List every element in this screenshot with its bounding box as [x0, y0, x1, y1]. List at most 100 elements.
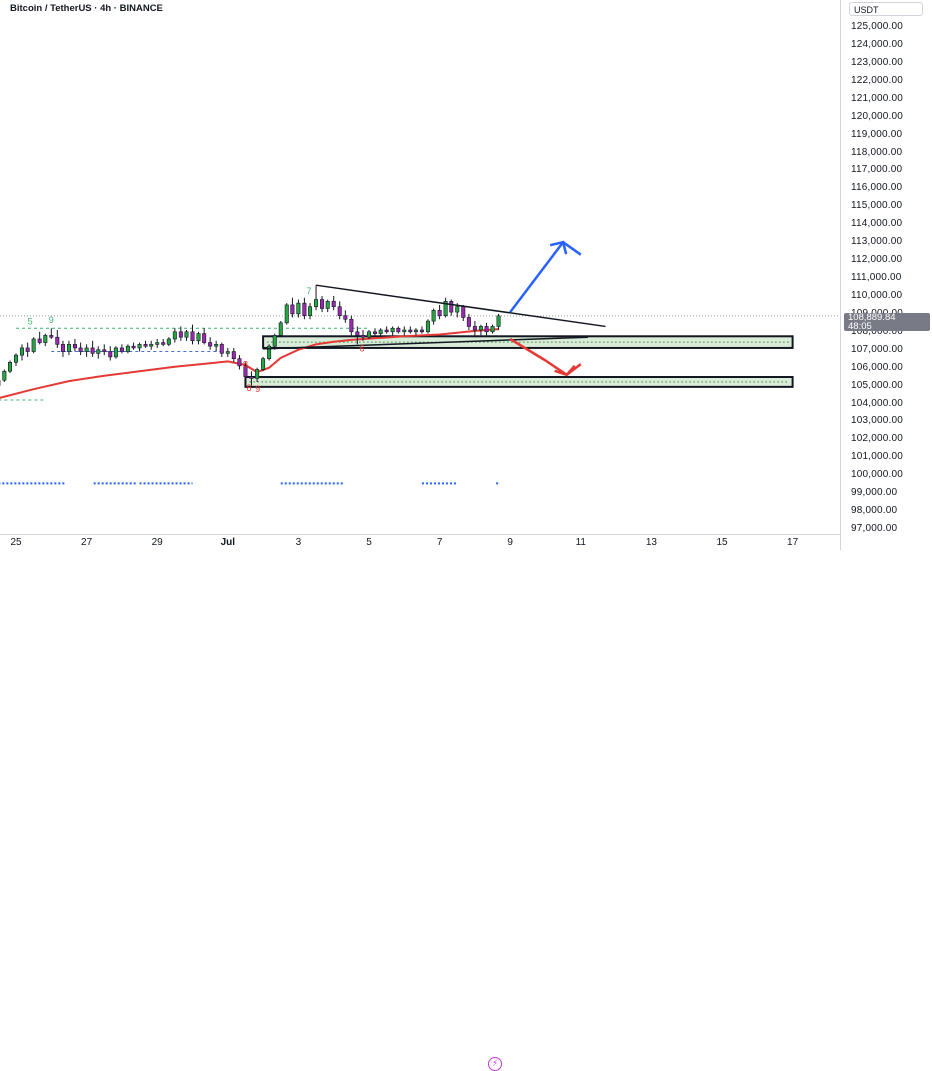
time-tick-label: 25	[10, 537, 21, 548]
candle-body-21	[120, 348, 123, 352]
candle-body-75	[438, 310, 441, 315]
candle-body-47	[273, 335, 276, 346]
candle-body-50	[291, 305, 294, 314]
bullish-arrow	[510, 242, 581, 312]
candle-body-39	[226, 352, 229, 354]
candle-body-51	[297, 303, 300, 314]
price-tick-label: 107,000.00	[851, 344, 903, 355]
candle-body-56	[326, 301, 329, 308]
candle-body-32	[185, 332, 188, 337]
candle-body-44	[255, 369, 258, 378]
candle-body-4	[20, 348, 23, 355]
tradingview-logo-icon[interactable]: ⚡	[488, 1057, 502, 1071]
price-tick-label: 110,000.00	[851, 290, 902, 301]
candle-body-10	[56, 337, 59, 344]
candle-body-19	[109, 352, 112, 357]
candle-body-70	[409, 330, 412, 332]
candle-body-84	[491, 326, 494, 331]
candle-body-69	[403, 330, 406, 332]
candle-body-3	[14, 355, 17, 362]
time-tick-label: 27	[81, 537, 92, 548]
candle-body-35	[202, 334, 205, 343]
price-tick-label: 120,000.00	[851, 111, 903, 122]
candle-body-65	[379, 330, 382, 334]
candle-body-27	[156, 343, 159, 345]
candle-body-54	[314, 300, 317, 307]
time-tick-label: 11	[576, 537, 586, 548]
candle-body-72	[420, 330, 423, 332]
price-tick-label: 119,000.00	[851, 129, 902, 140]
price-tick-label: 104,000.00	[851, 398, 903, 409]
candle-body-78	[456, 307, 459, 312]
marker-6: 6	[359, 344, 364, 354]
candle-body-37	[214, 344, 217, 346]
candle-body-15	[85, 348, 88, 352]
candle-body-12	[67, 344, 70, 351]
time-tick-label: 29	[152, 537, 163, 548]
price-tick-label: 124,000.00	[851, 39, 903, 50]
time-tick-label: 17	[787, 537, 798, 548]
candle-body-74	[432, 310, 435, 321]
candle-body-20	[114, 348, 117, 357]
candle-body-53	[308, 307, 311, 316]
price-tick-label: 123,000.00	[851, 57, 903, 68]
candle-body-17	[97, 350, 100, 354]
candle-body-79	[462, 307, 465, 318]
candle-body-24	[138, 344, 141, 348]
candle-body-40	[232, 352, 235, 359]
candle-body-41	[238, 359, 241, 366]
price-tick-label: 111,000.00	[851, 272, 902, 283]
marker-8b: 8	[246, 383, 251, 393]
candle-body-63	[367, 332, 370, 337]
candle-body-52	[303, 303, 306, 316]
candle-body-2	[8, 362, 11, 371]
candle-body-59	[344, 316, 347, 320]
price-tick-label: 103,000.00	[851, 415, 903, 426]
candle-body-80	[467, 317, 470, 326]
time-tick-label: 3	[296, 537, 302, 548]
candle-body-30	[173, 332, 176, 339]
candle-body-45	[261, 359, 264, 370]
candle-body-49	[285, 305, 288, 323]
candle-body-26	[149, 344, 152, 346]
price-tick-label: 100,000.00	[851, 469, 903, 480]
price-tick-label: 121,000.00	[851, 93, 903, 104]
price-tick-label: 97,000.00	[851, 523, 897, 534]
candle-body-61	[356, 332, 359, 336]
candle-body-31	[179, 332, 182, 337]
candle-body-8	[44, 335, 47, 342]
candle-body-58	[338, 307, 341, 316]
candle-body-23	[132, 346, 135, 348]
candle-body-29	[167, 339, 170, 344]
time-tick-label: 15	[716, 537, 727, 548]
time-tick-label: 13	[646, 537, 657, 548]
candle-body-48	[279, 323, 282, 336]
candle-body-9	[50, 335, 53, 337]
candle-body-11	[61, 344, 64, 351]
price-tick-label: 106,000.00	[851, 362, 903, 373]
price-tick-label: 99,000.00	[851, 487, 897, 498]
candle-body-5	[26, 348, 29, 352]
marker-9b: 9	[49, 315, 54, 325]
candle-body-36	[208, 343, 211, 347]
marker-7: 7	[306, 286, 311, 296]
candle-body-73	[426, 321, 429, 332]
price-tick-label: 113,000.00	[851, 236, 902, 247]
candle-body-16	[91, 348, 94, 353]
candle-body-6	[32, 339, 35, 352]
candle-body-33	[191, 332, 194, 341]
price-tick-label: 101,000.00	[851, 451, 903, 462]
candle-body-68	[397, 328, 400, 332]
price-tick-label: 114,000.00	[851, 218, 902, 229]
price-tick-label: 125,000.00	[851, 21, 903, 32]
candle-body-22	[126, 346, 129, 351]
marker-8a: 8	[243, 360, 248, 370]
candle-body-66	[385, 330, 388, 332]
candle-body-14	[79, 348, 82, 352]
currency-selector[interactable]: USDT	[849, 2, 923, 16]
candle-body-13	[73, 344, 76, 348]
